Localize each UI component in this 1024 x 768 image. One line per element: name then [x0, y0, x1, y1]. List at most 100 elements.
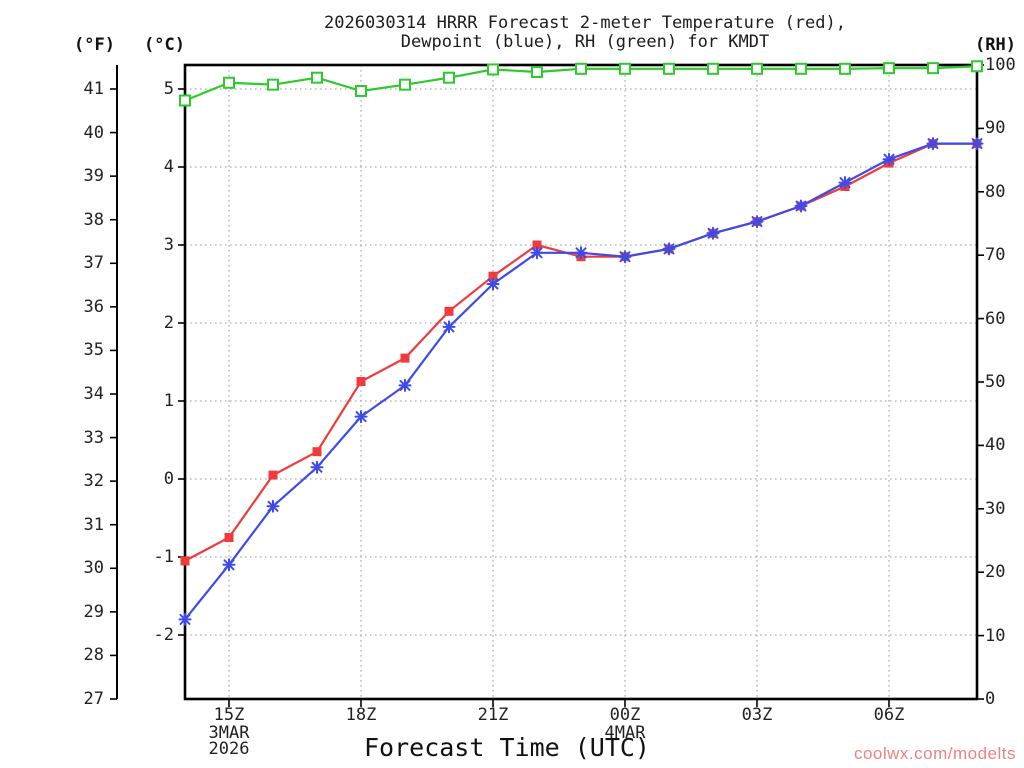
f-axis-tick-label: 33 — [83, 427, 104, 448]
rh-axis-tick-label: 10 — [985, 625, 1006, 646]
rh-axis-tick-label: 80 — [985, 181, 1006, 202]
f-axis-tick-label: 41 — [83, 79, 104, 99]
dewpoint-marker — [838, 176, 852, 190]
dewpoint-marker — [310, 460, 324, 474]
rh-marker — [311, 71, 323, 84]
x-axis-date-label: 3MAR — [208, 723, 250, 743]
f-axis-tick-label: 32 — [83, 471, 104, 492]
temperature-marker — [532, 240, 542, 250]
c-axis-tick-label: -1 — [153, 547, 174, 567]
dewpoint-marker — [574, 246, 588, 260]
rh-marker — [487, 63, 499, 76]
fahrenheit-axis-header: (°F) — [74, 35, 115, 55]
f-axis-tick-label: 36 — [83, 296, 104, 317]
rh-marker — [927, 62, 939, 75]
dewpoint-marker — [266, 499, 280, 513]
x-axis-tick-label: 03Z — [741, 705, 773, 725]
rh-marker — [795, 62, 807, 75]
rh-axis-tick-label: 20 — [985, 562, 1006, 583]
f-axis-tick-label: 38 — [83, 209, 104, 230]
rh-marker — [399, 78, 411, 91]
c-axis-tick-label: 1 — [163, 391, 174, 411]
dewpoint-marker — [706, 226, 720, 240]
x-axis-date-label: 2026 — [208, 739, 250, 759]
dewpoint-marker — [618, 250, 632, 264]
temperature-marker — [356, 377, 366, 386]
x-axis-title: Forecast Time (UTC) — [364, 733, 650, 762]
rh-marker — [839, 62, 851, 75]
celsius-axis-header: (°C) — [144, 35, 185, 55]
rh-axis-tick-label: 40 — [985, 435, 1006, 456]
x-axis-tick-label: 15Z — [213, 705, 245, 725]
rh-axis-tick-label: 60 — [985, 308, 1006, 329]
temperature-marker — [268, 470, 278, 480]
c-axis-tick-label: 4 — [163, 157, 174, 177]
rh-marker — [355, 84, 367, 97]
dewpoint-marker — [222, 558, 236, 572]
temperature-marker — [224, 533, 234, 542]
dewpoint-marker — [486, 277, 500, 291]
f-axis-tick-label: 40 — [83, 122, 104, 143]
rh-marker — [663, 62, 675, 75]
gridlines — [185, 65, 977, 699]
rh-marker — [619, 62, 631, 75]
f-axis-tick-label: 31 — [83, 514, 104, 535]
f-axis-tick-label: 34 — [83, 384, 104, 404]
dewpoint-marker — [750, 215, 764, 229]
rh-axis-tick-label: 30 — [985, 498, 1006, 519]
rh-marker — [575, 62, 587, 75]
rh-marker — [883, 62, 895, 75]
rh-marker — [223, 76, 235, 89]
f-axis-tick-label: 29 — [83, 601, 104, 622]
rh-marker — [443, 71, 455, 84]
f-axis-tick-label: 30 — [83, 558, 104, 579]
dewpoint-marker — [926, 137, 940, 151]
rh-series — [179, 60, 983, 107]
dewpoint-series-line — [184, 142, 977, 621]
c-axis-tick-label: 2 — [163, 313, 174, 333]
rh-marker — [179, 94, 191, 107]
c-axis-tick-label: 0 — [163, 469, 174, 489]
rh-marker — [267, 78, 279, 91]
dewpoint-marker — [970, 137, 984, 151]
f-axis-tick-label: 28 — [83, 645, 104, 666]
plot-frame — [183, 63, 979, 701]
fahrenheit-axis — [110, 65, 118, 700]
watermark: coolwx.com/modelts — [853, 744, 1016, 763]
axis-ticks — [178, 64, 984, 707]
temperature-marker — [400, 353, 410, 363]
rh-marker — [531, 65, 543, 78]
x-axis-tick-label: 06Z — [873, 705, 905, 725]
f-axis-tick-label: 35 — [83, 340, 104, 361]
f-axis-tick-label: 27 — [83, 689, 104, 709]
dewpoint-marker — [398, 378, 412, 392]
dewpoint-marker — [662, 242, 676, 256]
c-axis-tick-label: -2 — [153, 625, 174, 645]
dewpoint-marker — [530, 246, 544, 260]
dewpoint-marker — [442, 320, 456, 334]
rh-axis-header: (RH) — [975, 35, 1016, 55]
dewpoint-marker — [354, 410, 368, 424]
rh-marker — [751, 62, 763, 75]
chart-title-line2: Dewpoint (blue), RH (green) for KMDT — [400, 32, 770, 52]
x-axis-date-label: 4MAR — [604, 723, 646, 743]
x-axis-tick-label: 00Z — [609, 705, 641, 725]
temperature-series-line — [184, 142, 977, 562]
dewpoint-marker — [794, 199, 808, 213]
temperature-marker — [444, 306, 454, 316]
rh-axis-tick-label: 0 — [985, 689, 996, 709]
dewpoint-marker — [882, 152, 896, 166]
dewpoint-marker — [178, 612, 192, 626]
rh-axis-tick-label: 50 — [985, 372, 1006, 392]
temperature-marker — [312, 447, 322, 457]
rh-axis-tick-label: 100 — [985, 55, 1016, 75]
rh-marker — [707, 62, 719, 75]
temperature-marker — [488, 271, 498, 281]
chart-title-line1: 2026030314 HRRR Forecast 2-meter Tempera… — [324, 13, 846, 33]
chart-title: 2026030314 HRRR Forecast 2-meter Tempera… — [185, 14, 985, 52]
c-axis-tick-label: 5 — [163, 79, 174, 99]
x-axis-tick-label: 21Z — [477, 705, 509, 725]
temperature-series — [180, 139, 982, 566]
